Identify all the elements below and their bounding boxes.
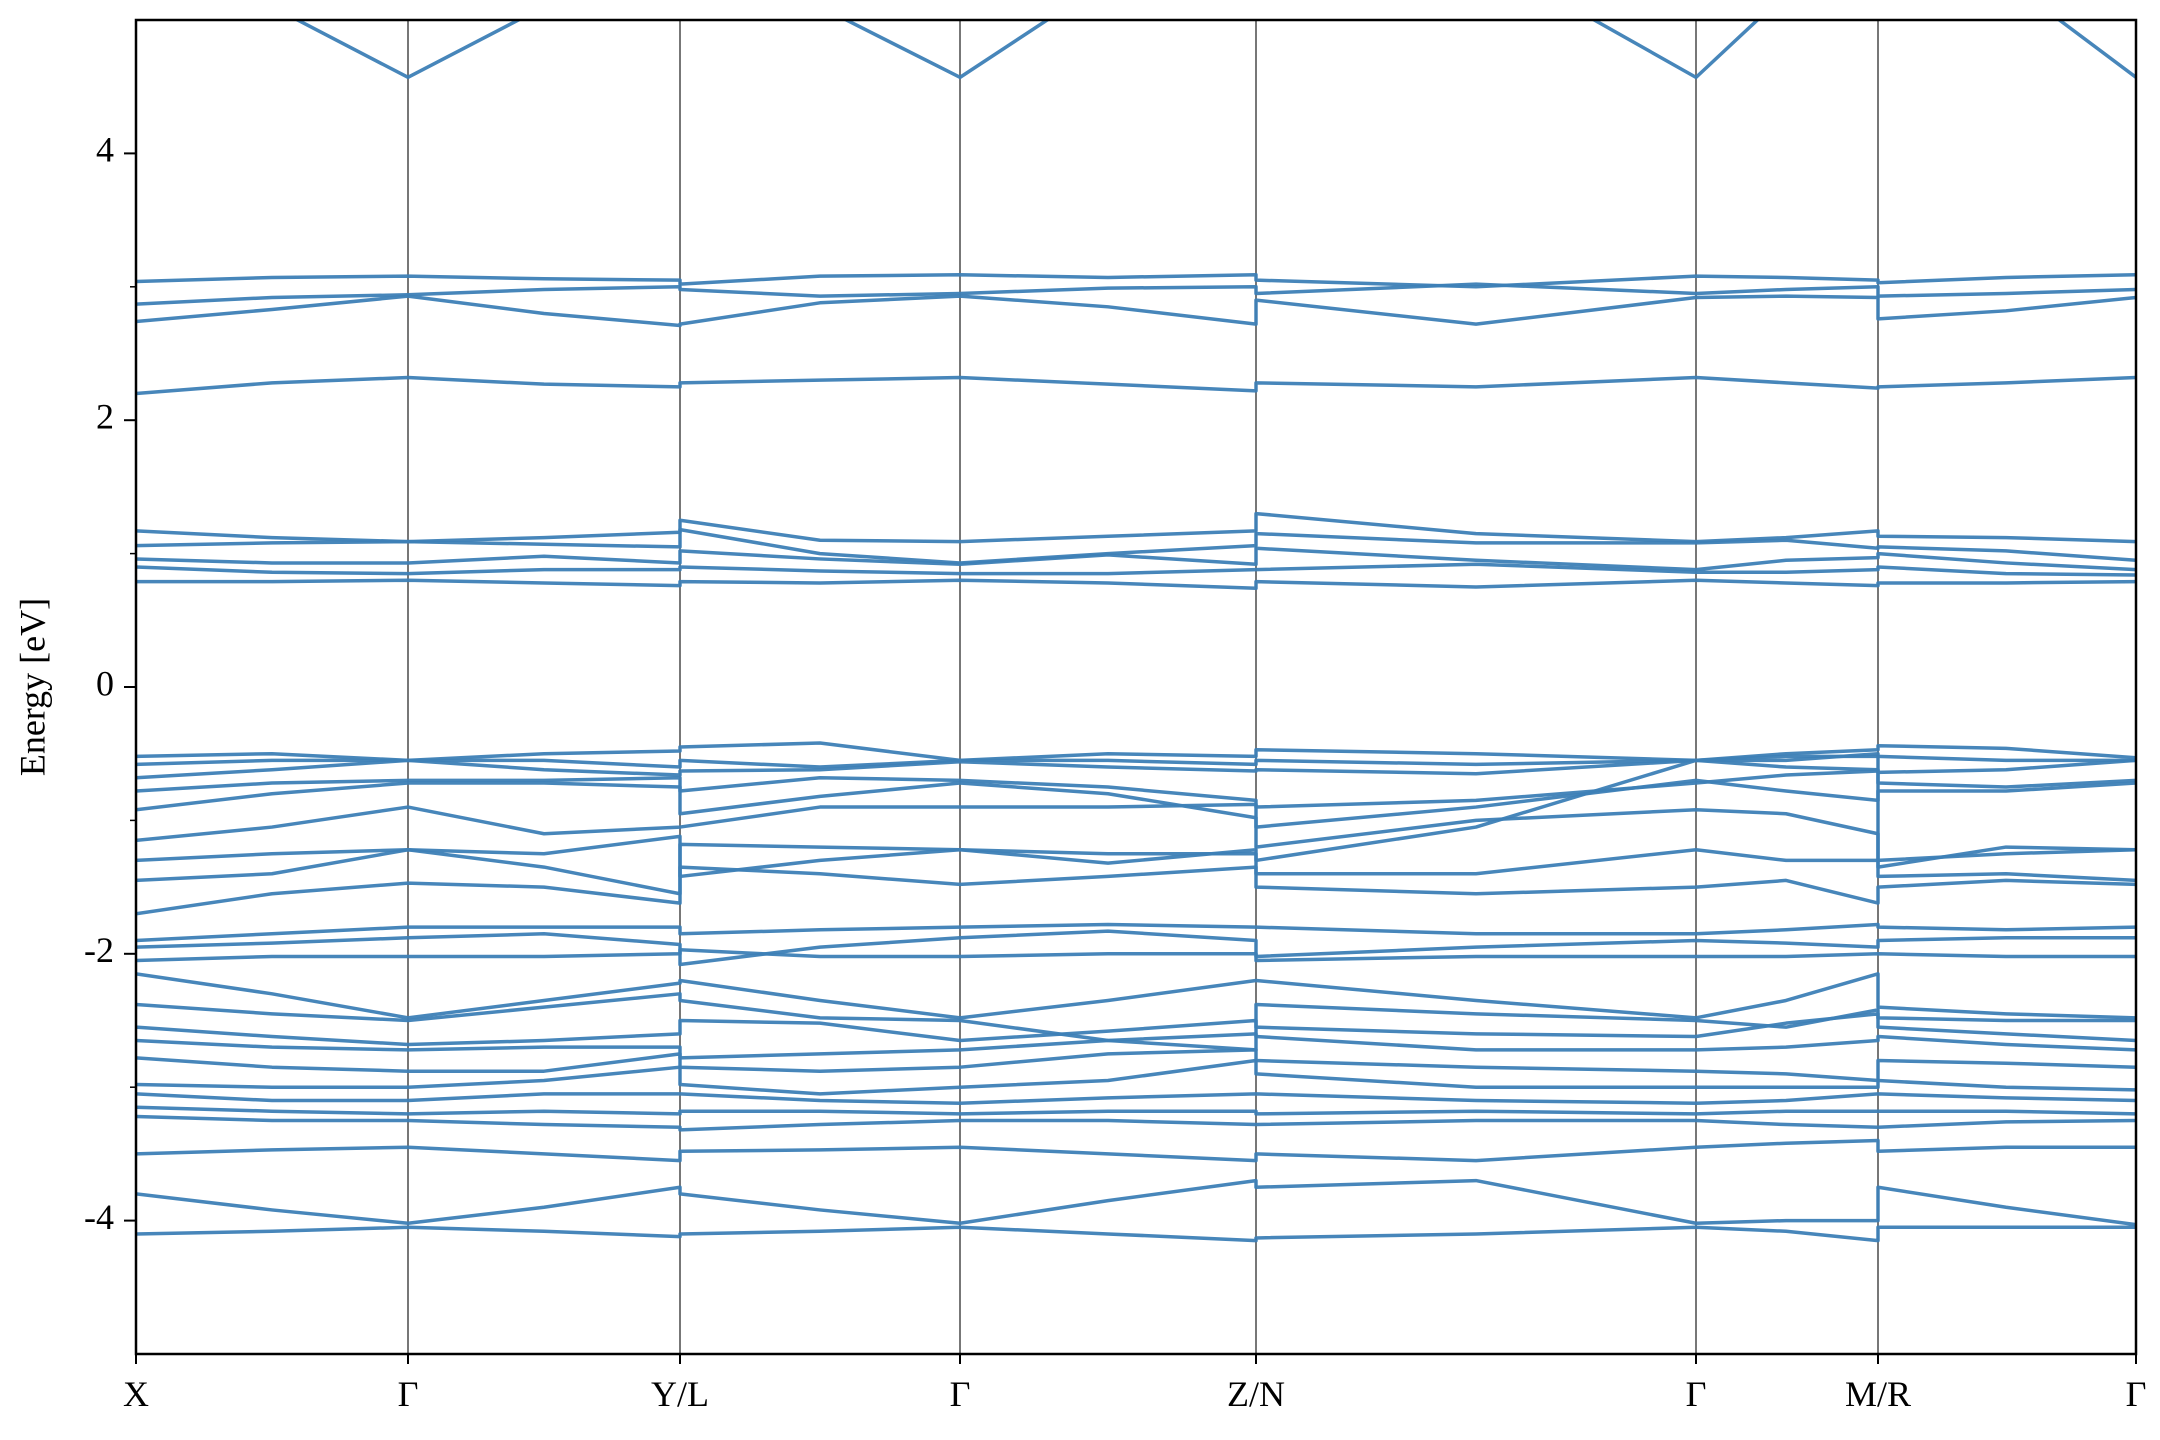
y-tick-label: 4 — [96, 130, 114, 170]
y-tick-label: -2 — [84, 930, 114, 970]
x-tick-label: Γ — [2126, 1374, 2147, 1414]
band-line — [136, 922, 2136, 943]
band-line — [136, 865, 2136, 916]
band-line — [136, 972, 2136, 1020]
band-line — [136, 754, 2136, 769]
band-line — [136, 375, 2136, 396]
plot-frame — [134, 18, 2138, 1356]
band-line — [136, 778, 2136, 829]
y-axis-label: Energy [eV] — [12, 598, 52, 776]
x-tick-label: M/R — [1845, 1374, 1911, 1414]
band-line — [136, 562, 2136, 577]
x-tick-label: Γ — [950, 1374, 971, 1414]
band-line — [136, 527, 2136, 565]
band-line — [136, 992, 2136, 1052]
band-line — [136, 1058, 2136, 1096]
band-line — [136, 1032, 2136, 1060]
band-line — [136, 802, 2136, 869]
band-line — [136, 834, 2136, 883]
x-tick-label: Z/N — [1227, 1374, 1285, 1414]
x-tick-label: X — [123, 1374, 149, 1414]
bands — [136, 20, 2136, 1243]
band-line — [136, 769, 2136, 809]
band-line — [136, 273, 2136, 289]
x-tick-label: Γ — [1686, 1374, 1707, 1414]
band-line — [136, 948, 2136, 963]
band-line — [136, 929, 2136, 967]
band-line — [136, 1092, 2136, 1105]
y-tick-label: 0 — [96, 663, 114, 703]
y-tick-label: 2 — [96, 396, 114, 436]
band-line — [136, 1105, 2136, 1116]
band-line — [136, 1114, 2136, 1132]
band-line — [136, 1225, 2136, 1243]
band-line — [136, 578, 2136, 591]
band-line — [136, 294, 2136, 328]
x-tick-label: Γ — [398, 1374, 419, 1414]
band-line — [136, 546, 2136, 572]
band-line — [136, 282, 2136, 306]
band-line — [136, 1012, 2136, 1047]
band-line — [136, 1048, 2136, 1083]
band-line — [136, 511, 2136, 544]
band-line — [136, 1138, 2136, 1163]
band-line — [136, 1178, 2136, 1227]
band-line — [136, 758, 2136, 780]
band-line — [293, 20, 2136, 80]
x-tick-label: Y/L — [651, 1374, 709, 1414]
y-tick-label: -4 — [84, 1197, 114, 1237]
band-line — [136, 751, 2136, 896]
band-line — [136, 741, 2136, 763]
